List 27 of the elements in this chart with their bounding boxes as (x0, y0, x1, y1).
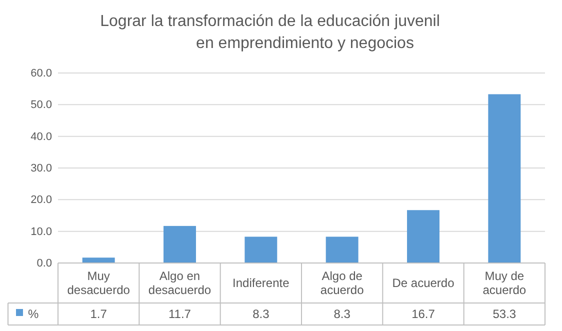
legend-label: % (28, 307, 39, 321)
y-tick-label: 40.0 (30, 130, 52, 143)
y-tick-label: 60.0 (30, 68, 52, 80)
bar (164, 226, 196, 263)
x-tick-label: Muy de acuerdo (482, 269, 526, 297)
x-tick-label: Algo de acuerdo (320, 269, 364, 297)
x-tick-label: Muy desacuerdo (67, 269, 130, 297)
data-label: 1.7 (90, 307, 108, 321)
x-tick-label: Algo en desacuerdo (148, 269, 212, 297)
data-label: 8.3 (334, 307, 351, 321)
y-tick-label: 30.0 (30, 162, 52, 175)
x-tick-label: De acuerdo (392, 276, 455, 290)
y-tick-label: 0.0 (36, 258, 52, 270)
data-label: 16.7 (412, 307, 436, 321)
bar (407, 210, 440, 263)
bar (326, 236, 358, 263)
bar (244, 236, 278, 263)
data-label: 8.3 (252, 307, 270, 321)
data-label: 11.7 (168, 307, 192, 321)
bar (488, 94, 521, 263)
chart-title: Lograr la transformación de la educación juvenil en emprendimiento y negocios (100, 13, 440, 52)
y-tick-label: 20.0 (30, 194, 52, 206)
y-tick-label: 10.0 (30, 226, 52, 238)
x-tick-label: Indiferente (232, 276, 290, 290)
data-label: 53.3 (492, 307, 516, 321)
bar (82, 258, 115, 263)
y-tick-label: 50.0 (30, 99, 52, 112)
